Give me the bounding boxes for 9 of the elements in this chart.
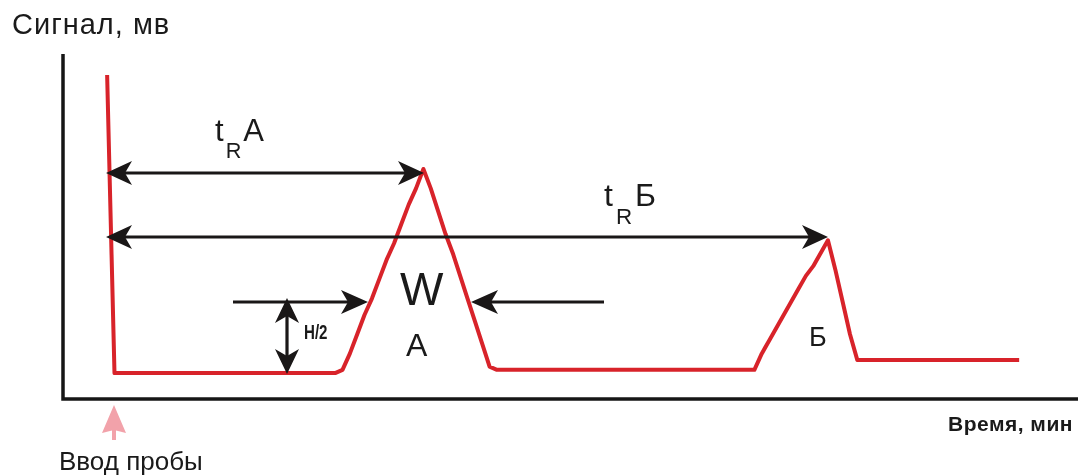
annotation: Б: [809, 322, 827, 352]
y-axis-title: Сигнал, мв: [12, 8, 171, 40]
annotation: W: [400, 263, 444, 315]
x-axis-title: Время, мин: [948, 412, 1073, 435]
annotation: t$_{R}$А: [215, 113, 266, 164]
annotation: А: [406, 327, 428, 363]
annotation: t$_{R}$Б: [604, 177, 660, 229]
annotation: H/2: [304, 320, 328, 343]
text: Ввод пробы: [59, 446, 203, 475]
